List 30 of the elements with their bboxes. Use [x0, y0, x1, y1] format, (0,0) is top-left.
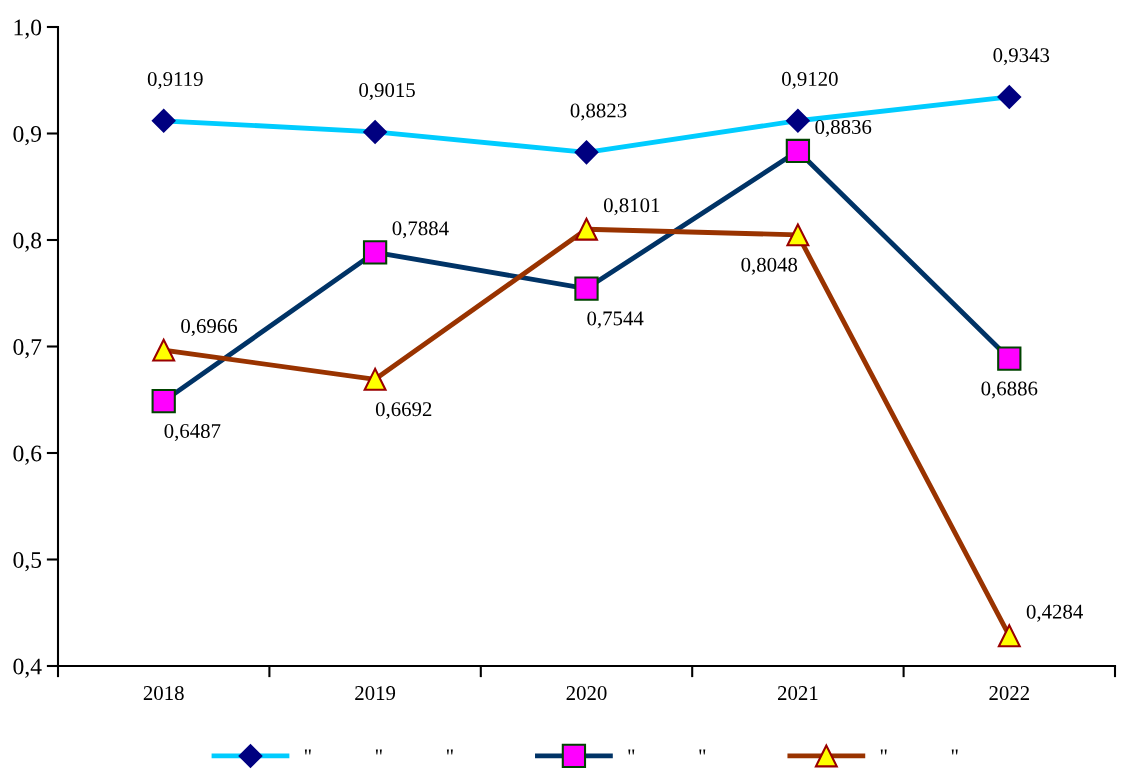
y-tick-label: 0,9: [13, 125, 42, 146]
data-label: 0,8048: [741, 257, 798, 275]
legend-label: " ": [628, 749, 706, 755]
x-tick-label: 2018: [143, 686, 184, 701]
data-label: 0,9119: [147, 71, 203, 90]
data-label: 0,9015: [359, 83, 415, 101]
x-tick-label: 2022: [989, 686, 1029, 701]
x-tick-label: 2021: [777, 686, 818, 701]
y-tick-label: 0,7: [13, 338, 42, 359]
y-tick-label: 0,5: [13, 551, 42, 572]
legend-label: " " ": [304, 749, 453, 755]
data-label: 0,8101: [603, 198, 660, 216]
data-label: 0,7884: [392, 221, 449, 239]
x-tick-label: 2019: [355, 686, 396, 701]
data-label: 0,9120: [782, 71, 838, 89]
data-label: 0,4284: [1026, 604, 1083, 622]
y-tick-label: 1,0: [14, 19, 42, 39]
data-label: 0,8836: [815, 119, 872, 137]
legend-label: " ": [880, 749, 958, 755]
x-tick-label: 2020: [566, 686, 607, 701]
data-label: 0,7544: [587, 311, 644, 329]
data-label: 0,6692: [375, 402, 432, 420]
y-tick-label: 0,6: [13, 445, 42, 465]
data-label: 0,6966: [181, 319, 238, 337]
data-label: 0,9343: [993, 48, 1050, 66]
y-tick-label: 0,4: [13, 658, 42, 678]
y-tick-label: 0,8: [13, 232, 42, 252]
data-label: 0,6487: [164, 423, 221, 442]
data-label: 0,8823: [570, 103, 627, 121]
data-label: 0,6886: [981, 381, 1038, 399]
